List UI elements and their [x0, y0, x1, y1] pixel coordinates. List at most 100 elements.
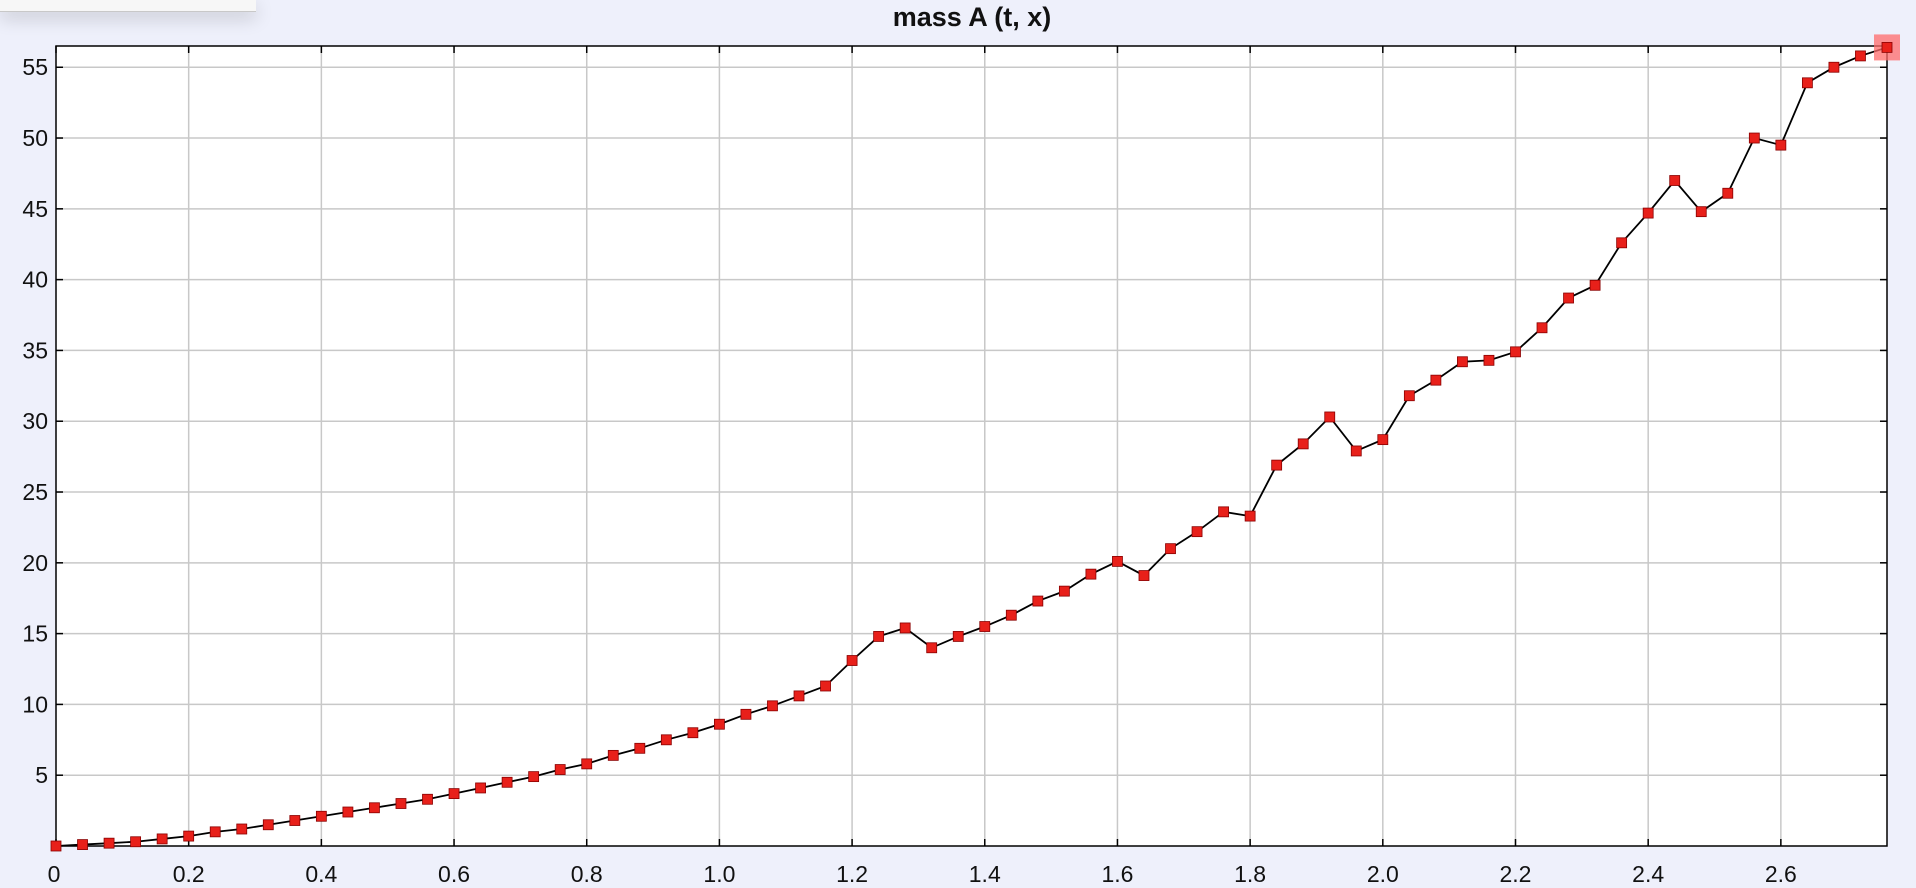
data-point [687, 727, 699, 739]
data-point [873, 631, 885, 642]
data-point [1669, 175, 1681, 186]
data-point [660, 734, 672, 746]
data-point [50, 840, 62, 852]
data-point [740, 708, 752, 720]
x-tick-label: 0.6 [438, 861, 470, 887]
y-tick-label: 30 [22, 408, 48, 434]
data-point [315, 810, 327, 822]
grid [56, 46, 1887, 846]
data-point [1165, 543, 1176, 555]
y-tick-label: 40 [22, 267, 48, 293]
data-point [1457, 356, 1468, 368]
x-tick-label: 1.0 [703, 861, 735, 887]
series-line [55, 46, 1888, 847]
x-tick-label: 0.8 [571, 861, 603, 887]
x-tick-label: 1.2 [836, 861, 868, 887]
x-tick-label: 0 [48, 861, 61, 887]
data-point [1005, 609, 1017, 621]
data-point [1350, 445, 1362, 457]
x-tick-label: 2.6 [1765, 861, 1797, 887]
data-point [899, 622, 911, 634]
x-tick-label: 1.4 [969, 861, 1001, 887]
data-markers [50, 34, 1900, 852]
data-point [714, 718, 725, 730]
data-point [1324, 411, 1336, 423]
data-point [926, 642, 938, 654]
data-point [77, 839, 88, 850]
y-tick-label: 20 [22, 550, 48, 576]
data-point [1271, 459, 1283, 471]
data-point [634, 742, 646, 754]
window-panel-edge [0, 0, 256, 12]
data-point [1801, 77, 1813, 89]
data-point [1377, 434, 1389, 446]
x-tick-label: 0.4 [305, 861, 337, 887]
data-point [1058, 585, 1070, 597]
data-point [422, 793, 433, 805]
x-tick-label: 1.8 [1234, 861, 1266, 887]
data-point [236, 823, 248, 835]
data-point [1403, 390, 1415, 402]
y-tick-label: 50 [22, 125, 48, 151]
data-point [1191, 526, 1203, 538]
y-tick-label: 10 [22, 691, 48, 717]
chart-title: mass A (t, x) [893, 2, 1052, 32]
data-point [1589, 279, 1601, 291]
y-tick-label: 25 [22, 479, 48, 505]
data-point [952, 631, 964, 642]
data-point [1695, 206, 1707, 218]
data-point [448, 788, 460, 800]
data-point [793, 690, 805, 702]
data-point [475, 782, 486, 794]
x-tick-label: 2.2 [1500, 861, 1532, 887]
data-point [262, 819, 274, 831]
data-point [1642, 207, 1654, 219]
x-tick-label: 2.0 [1367, 861, 1399, 887]
data-point [395, 798, 407, 809]
y-tick-label: 35 [22, 337, 48, 363]
data-point [1244, 510, 1256, 522]
data-point [1483, 354, 1495, 366]
data-point [1855, 50, 1866, 62]
data-point [1616, 237, 1628, 249]
data-point [1085, 568, 1097, 580]
data-point [846, 655, 858, 666]
x-tick-label: 1.6 [1101, 861, 1133, 887]
y-tick-label: 5 [35, 762, 48, 788]
data-point [1563, 292, 1574, 304]
data-point [1881, 42, 1893, 53]
data-point [1218, 506, 1229, 518]
data-point [501, 776, 513, 788]
data-point [554, 764, 566, 775]
y-tick-label: 55 [22, 54, 48, 80]
data-point [289, 815, 301, 826]
series-line-path [55, 46, 1888, 847]
y-tick-label: 45 [22, 196, 48, 222]
data-point [1775, 139, 1787, 151]
data-point [342, 806, 354, 818]
data-point [369, 802, 380, 814]
plot-frame [55, 45, 1888, 847]
plot-area [56, 46, 1887, 846]
x-tick-label: 0.2 [173, 861, 205, 887]
data-point [820, 680, 831, 692]
data-point [1430, 374, 1442, 386]
data-point [1032, 595, 1044, 607]
data-point [979, 621, 991, 632]
axes [55, 45, 1888, 847]
data-point [209, 826, 221, 838]
x-tick-label: 2.4 [1632, 861, 1664, 887]
y-tick-label: 15 [22, 621, 48, 647]
data-point [581, 758, 593, 770]
data-point [528, 771, 540, 783]
data-point [767, 700, 778, 712]
data-point [130, 836, 142, 848]
data-point [1748, 132, 1760, 144]
data-point [156, 833, 168, 845]
data-point [1138, 570, 1150, 581]
data-point [1297, 438, 1309, 450]
data-point [1510, 346, 1521, 358]
data-point [607, 749, 619, 761]
data-point [183, 830, 195, 842]
data-point [1112, 555, 1123, 567]
